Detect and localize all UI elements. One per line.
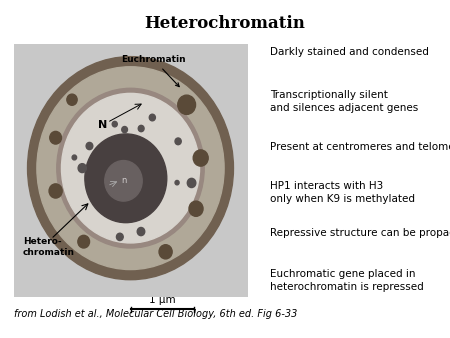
Text: Darkly stained and condensed: Darkly stained and condensed — [270, 47, 429, 57]
Text: Transcriptionally silent
and silences adjacent genes: Transcriptionally silent and silences ad… — [270, 90, 418, 113]
Text: Euchromatin: Euchromatin — [122, 55, 186, 87]
Circle shape — [189, 201, 203, 216]
Circle shape — [78, 235, 90, 248]
Text: N: N — [98, 120, 107, 130]
Text: Heterochromatin: Heterochromatin — [144, 15, 306, 32]
Text: 1 μm: 1 μm — [148, 294, 176, 305]
Circle shape — [137, 227, 145, 236]
Circle shape — [178, 95, 196, 114]
Text: HP1 interacts with H3
only when K9 is methylated: HP1 interacts with H3 only when K9 is me… — [270, 181, 415, 204]
Circle shape — [117, 233, 123, 241]
Circle shape — [105, 161, 142, 201]
Circle shape — [78, 164, 86, 173]
Circle shape — [37, 67, 224, 270]
Text: n: n — [121, 176, 126, 185]
Text: Hetero-
chromatin: Hetero- chromatin — [23, 237, 75, 257]
Circle shape — [57, 88, 204, 248]
Circle shape — [159, 245, 172, 259]
Circle shape — [50, 131, 62, 144]
Text: from Lodish et al., Molecular Cell Biology, 6th ed. Fig 6-33: from Lodish et al., Molecular Cell Biolo… — [14, 309, 297, 319]
Circle shape — [112, 121, 117, 127]
Circle shape — [85, 134, 167, 223]
Circle shape — [67, 94, 77, 105]
Circle shape — [49, 184, 62, 198]
Circle shape — [175, 138, 181, 145]
Circle shape — [187, 178, 196, 188]
Text: Repressive structure can be propagated: Repressive structure can be propagated — [270, 228, 450, 238]
Circle shape — [138, 125, 144, 132]
Circle shape — [193, 150, 208, 166]
Text: Euchromatic gene placed in
heterochromatin is repressed: Euchromatic gene placed in heterochromat… — [270, 269, 424, 292]
Circle shape — [72, 155, 76, 160]
Circle shape — [149, 114, 155, 121]
Circle shape — [27, 57, 234, 280]
Circle shape — [175, 180, 179, 185]
Circle shape — [62, 93, 199, 243]
Circle shape — [86, 142, 93, 150]
Text: Present at centromeres and telomeres: Present at centromeres and telomeres — [270, 142, 450, 152]
Circle shape — [122, 126, 127, 133]
